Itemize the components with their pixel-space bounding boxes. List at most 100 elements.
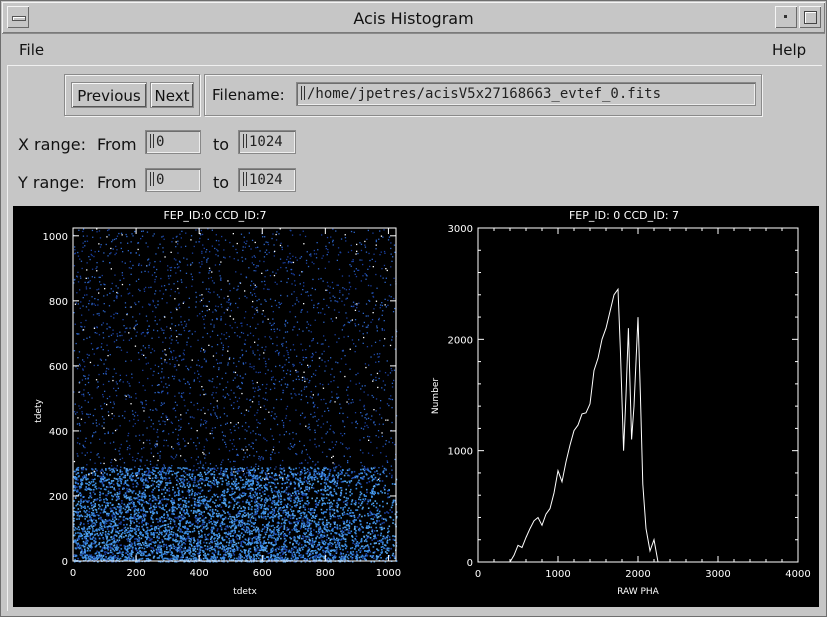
event-point (375, 526, 378, 529)
event-point (339, 527, 341, 530)
event-point (76, 511, 78, 514)
event-point (355, 551, 358, 554)
window-menu-button[interactable] (7, 6, 29, 28)
event-point (79, 544, 81, 547)
event-point (208, 533, 210, 535)
maximize-button[interactable] (799, 6, 821, 28)
event-point (119, 530, 121, 532)
event-point (110, 510, 112, 513)
event-point (111, 494, 113, 497)
x-range-to-field[interactable]: 1024 (238, 130, 296, 154)
event-point (154, 526, 156, 528)
title-bar[interactable]: Acis Histogram (2, 2, 825, 34)
event-point (116, 545, 118, 548)
filename-field[interactable]: /home/jpetres/acisV5x27168663_evtef_0.fi… (296, 82, 756, 106)
event-point (158, 533, 160, 536)
event-point (201, 475, 203, 478)
event-point (373, 560, 376, 563)
event-point (384, 551, 387, 553)
event-point (287, 492, 290, 495)
y-range-from-field[interactable]: 0 (145, 168, 201, 192)
next-button[interactable]: Next (150, 82, 194, 108)
event-point (375, 537, 377, 539)
event-point (163, 514, 165, 517)
file-menu[interactable]: File (19, 41, 45, 59)
event-point (321, 504, 323, 506)
event-point (86, 550, 89, 552)
event-point (365, 473, 368, 475)
event-point (379, 526, 381, 529)
event-point (290, 471, 292, 473)
event-point (175, 538, 177, 541)
event-point (369, 492, 372, 494)
x-range-from-field[interactable]: 0 (145, 130, 201, 154)
event-point (278, 491, 281, 493)
event-point (367, 477, 370, 480)
event-point (199, 549, 202, 552)
event-point (152, 521, 154, 524)
event-point (248, 531, 251, 533)
event-point (256, 512, 258, 514)
event-point (123, 483, 125, 485)
event-point (168, 533, 171, 536)
event-point (349, 494, 352, 497)
event-point (169, 482, 171, 484)
event-point (116, 544, 118, 546)
event-point (159, 482, 162, 485)
event-point (106, 502, 109, 504)
event-point (278, 558, 281, 560)
event-point (80, 480, 82, 483)
help-menu[interactable]: Help (772, 41, 807, 59)
event-point (283, 535, 285, 538)
event-point (299, 474, 301, 476)
event-point (341, 535, 344, 538)
event-point (125, 495, 128, 497)
event-point (211, 523, 213, 525)
event-point (373, 535, 375, 537)
event-point (202, 551, 205, 553)
event-point (235, 503, 238, 505)
event-point (89, 495, 91, 497)
event-point (339, 499, 342, 501)
event-point (259, 504, 262, 506)
event-point (315, 552, 317, 554)
event-point (174, 516, 176, 519)
event-point (192, 512, 195, 514)
event-point (201, 534, 203, 537)
event-point (273, 544, 275, 546)
event-point (124, 530, 126, 532)
event-point (264, 511, 267, 513)
event-point (331, 480, 334, 482)
event-point (179, 525, 181, 527)
event-point (183, 483, 185, 486)
event-point (151, 528, 153, 530)
event-point (345, 488, 347, 491)
event-point (80, 478, 83, 481)
event-point (265, 518, 267, 520)
event-point (160, 472, 162, 474)
previous-button[interactable]: Previous (71, 82, 147, 108)
event-point (251, 484, 253, 487)
event-point (94, 505, 96, 507)
event-point (254, 495, 256, 498)
event-point (114, 516, 116, 519)
event-point (216, 538, 219, 540)
event-point (149, 474, 151, 477)
event-point (164, 538, 166, 540)
y-range-to-field[interactable]: 1024 (238, 168, 296, 192)
event-point (245, 501, 248, 503)
event-point (168, 490, 171, 492)
event-point (103, 501, 106, 503)
event-point (101, 469, 103, 471)
event-point (138, 552, 140, 555)
event-point (108, 519, 111, 521)
event-point (314, 515, 317, 517)
event-point (160, 473, 163, 476)
minimize-button[interactable] (775, 6, 797, 28)
event-point (154, 544, 156, 547)
event-point (121, 511, 123, 514)
event-point (176, 548, 179, 550)
event-point (234, 500, 236, 502)
event-point (209, 545, 212, 547)
event-point (288, 497, 290, 500)
